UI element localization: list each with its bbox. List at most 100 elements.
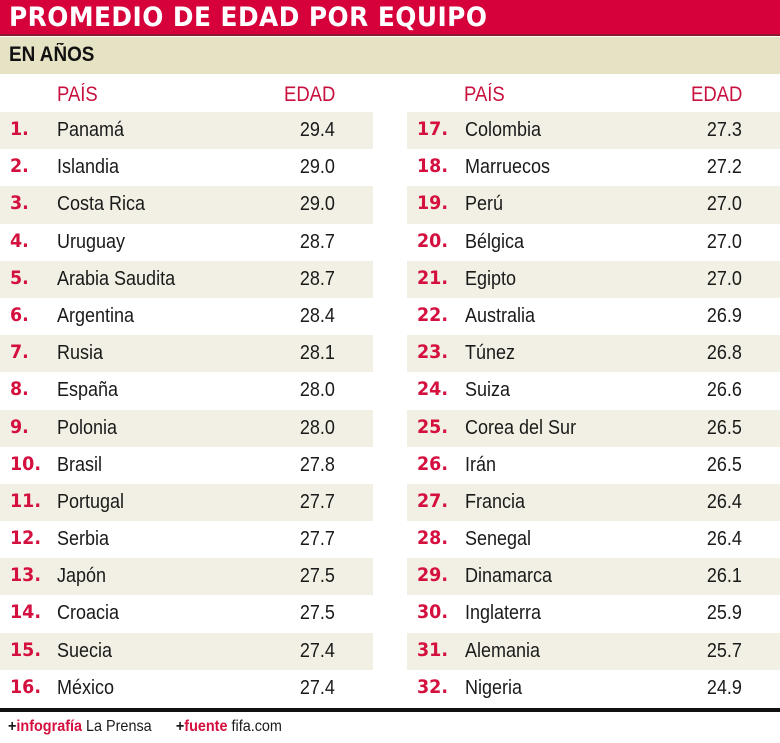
- table-row: 21. Egipto 27.0: [407, 260, 780, 298]
- country-name: México: [57, 676, 115, 699]
- table-row: 32. Nigeria 24.9: [407, 670, 780, 707]
- rank-number: 14.: [10, 601, 41, 624]
- country-name: Japón: [57, 565, 107, 588]
- age-value: 27.8: [299, 453, 335, 476]
- rank-number: 32.: [417, 675, 448, 698]
- age-value: 27.0: [706, 193, 742, 216]
- table-row: 11. Portugal 27.7: [0, 483, 373, 522]
- country-name: Polonia: [57, 416, 118, 439]
- age-value: 26.6: [706, 379, 742, 402]
- rank-number: 29.: [417, 564, 448, 587]
- rank-number: 19.: [417, 192, 448, 215]
- rank-number: 30.: [417, 601, 448, 624]
- rank-number: 20.: [417, 229, 448, 252]
- country-name: Túnez: [465, 342, 516, 365]
- table-row: 2. Islandia 29.0: [0, 149, 373, 186]
- table-row: 31. Alemania 25.7: [407, 632, 780, 670]
- left-table: PAÍS EDAD 1. Panamá 29.4 2. Islandia 29.0 3. Co…: [0, 74, 373, 707]
- table-row: 19. Perú 27.0: [407, 186, 780, 224]
- country-name: Costa Rica: [57, 193, 146, 216]
- rank-number: 1.: [10, 118, 29, 140]
- country-name: Bélgica: [465, 230, 525, 253]
- right-table: PAÍS EDAD 17. Colombia 27.3 18. Marruecos 27.…: [407, 74, 780, 707]
- country-name: Francia: [465, 490, 526, 513]
- infografia-label: infografía: [16, 718, 83, 735]
- country-name: Nigeria: [465, 676, 523, 699]
- country-name: Arabia Saudita: [57, 267, 176, 290]
- table-row: 16. México 27.4: [0, 670, 373, 707]
- country-name: Suiza: [465, 379, 511, 402]
- age-value: 27.3: [706, 119, 742, 141]
- table-row: 9. Polonia 28.0: [0, 409, 373, 447]
- age-value: 26.4: [706, 528, 742, 551]
- country-name: Panamá: [57, 119, 125, 141]
- country-name: Irán: [465, 453, 497, 476]
- rank-number: 6.: [10, 303, 29, 326]
- country-name: Portugal: [57, 490, 125, 513]
- header-age: EDAD: [690, 83, 742, 106]
- plus-icon: +: [175, 718, 185, 735]
- country-name: Uruguay: [57, 230, 126, 253]
- table-row: 24. Suiza 26.6: [407, 372, 780, 409]
- age-value: 27.7: [299, 528, 335, 551]
- country-name: Australia: [465, 304, 536, 327]
- country-name: Rusia: [57, 342, 104, 365]
- rank-number: 12.: [10, 527, 41, 550]
- country-name: Corea del Sur: [465, 416, 577, 439]
- rank-number: 13.: [10, 564, 41, 587]
- rank-number: 24.: [417, 378, 448, 401]
- country-name: Inglaterra: [465, 602, 542, 625]
- country-name: Perú: [465, 193, 504, 216]
- rank-number: 16.: [10, 675, 41, 698]
- table-row: 26. Irán 26.5: [407, 447, 780, 484]
- table-row: 3. Costa Rica 29.0: [0, 186, 373, 224]
- country-name: Egipto: [465, 267, 517, 290]
- country-name: Brasil: [57, 453, 103, 476]
- table-header: PAÍS EDAD: [0, 74, 373, 112]
- table-row: 14. Croacia 27.5: [0, 595, 373, 632]
- age-value: 27.2: [706, 156, 742, 179]
- country-name: Suecia: [57, 639, 113, 662]
- rank-number: 25.: [417, 415, 448, 438]
- rank-number: 5.: [10, 266, 29, 289]
- age-value: 27.7: [299, 490, 335, 513]
- age-value: 28.0: [299, 379, 335, 402]
- table-row: 23. Túnez 26.8: [407, 335, 780, 373]
- table-row: 17. Colombia 27.3: [407, 112, 780, 150]
- table-row: 8. España 28.0: [0, 372, 373, 409]
- age-value: 27.5: [299, 565, 335, 588]
- table-header: PAÍS EDAD: [407, 74, 780, 112]
- age-value: 27.4: [299, 639, 335, 662]
- subtitle: EN AÑOS: [9, 43, 95, 66]
- age-value: 28.1: [299, 342, 335, 365]
- age-value: 28.7: [299, 230, 335, 253]
- table-row: 5. Arabia Saudita 28.7: [0, 260, 373, 298]
- rank-number: 10.: [10, 452, 41, 475]
- table-row: 20. Bélgica 27.0: [407, 224, 780, 261]
- table-row: 13. Japón 27.5: [0, 558, 373, 596]
- plus-icon: +: [8, 718, 17, 735]
- rank-number: 31.: [417, 638, 448, 661]
- rank-number: 22.: [417, 303, 448, 326]
- rank-number: 15.: [10, 638, 41, 661]
- table-row: 29. Dinamarca 26.1: [407, 558, 780, 596]
- table-row: 28. Senegal 26.4: [407, 521, 780, 558]
- table-row: 18. Marruecos 27.2: [407, 149, 780, 186]
- country-name: Dinamarca: [465, 565, 553, 588]
- table-row: 10. Brasil 27.8: [0, 447, 373, 484]
- rank-number: 7.: [10, 341, 29, 364]
- table-row: 15. Suecia 27.4: [0, 632, 373, 670]
- age-value: 27.0: [706, 267, 742, 290]
- age-value: 26.9: [706, 304, 742, 327]
- rank-number: 11.: [10, 489, 41, 512]
- table-row: 25. Corea del Sur 26.5: [407, 409, 780, 447]
- rank-number: 8.: [10, 378, 29, 401]
- rank-number: 18.: [417, 155, 448, 178]
- fuente-label: fuente: [184, 718, 228, 735]
- rank-number: 3.: [10, 192, 29, 215]
- age-value: 27.0: [706, 230, 742, 253]
- rank-number: 21.: [417, 266, 448, 289]
- country-name: España: [57, 379, 119, 402]
- table-row: 7. Rusia 28.1: [0, 335, 373, 373]
- rank-number: 2.: [10, 155, 29, 178]
